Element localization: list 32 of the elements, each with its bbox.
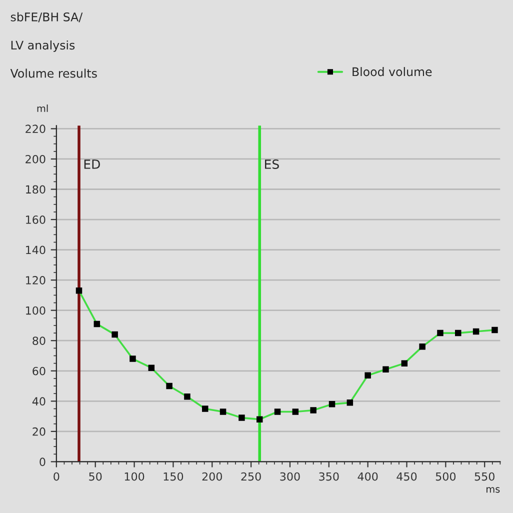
y-tick-label: 60 [32, 366, 46, 376]
y-tick-label: 120 [26, 276, 46, 284]
x-axis-title: ms [486, 487, 500, 493]
y-tick-label: 140 [26, 246, 46, 254]
y-tick-label: 80 [32, 336, 46, 345]
y-tick-label: 220 [26, 124, 46, 134]
y-tick-label: 180 [26, 185, 46, 194]
ref-line-label: ED [84, 160, 100, 169]
y-tick-label: 100 [26, 306, 46, 315]
legend-label: Blood volume [352, 67, 432, 76]
ref-line-label: ES [265, 160, 279, 169]
y-tick-label: 20 [32, 427, 46, 436]
x-tick-label: 400 [358, 472, 378, 481]
x-tick-label: 0 [54, 472, 60, 481]
x-tick-label: 300 [280, 472, 300, 481]
text: Volume results [10, 68, 97, 78]
x-tick-label: 250 [241, 472, 261, 481]
x-tick-label: 550 [474, 472, 494, 481]
x-tick-label: 450 [396, 472, 417, 481]
y-tick-label: 200 [26, 154, 46, 164]
x-tick-label: 100 [124, 472, 144, 481]
x-tick-label: 150 [164, 472, 184, 481]
y-tick-label: 160 [26, 216, 46, 224]
chart-subtitle: LV analysis [11, 40, 75, 52]
x-tick-label: 350 [319, 472, 339, 481]
x-tick-label: 50 [89, 472, 102, 481]
x-tick-label: 500 [436, 472, 456, 481]
x-tick-label: 200 [202, 472, 222, 481]
y-tick-label: 40 [32, 397, 46, 406]
y-axis-title: ml [37, 104, 48, 112]
y-tick-label: 0 [40, 458, 46, 466]
chart-title: sbFE/BH SA/ [10, 12, 83, 22]
